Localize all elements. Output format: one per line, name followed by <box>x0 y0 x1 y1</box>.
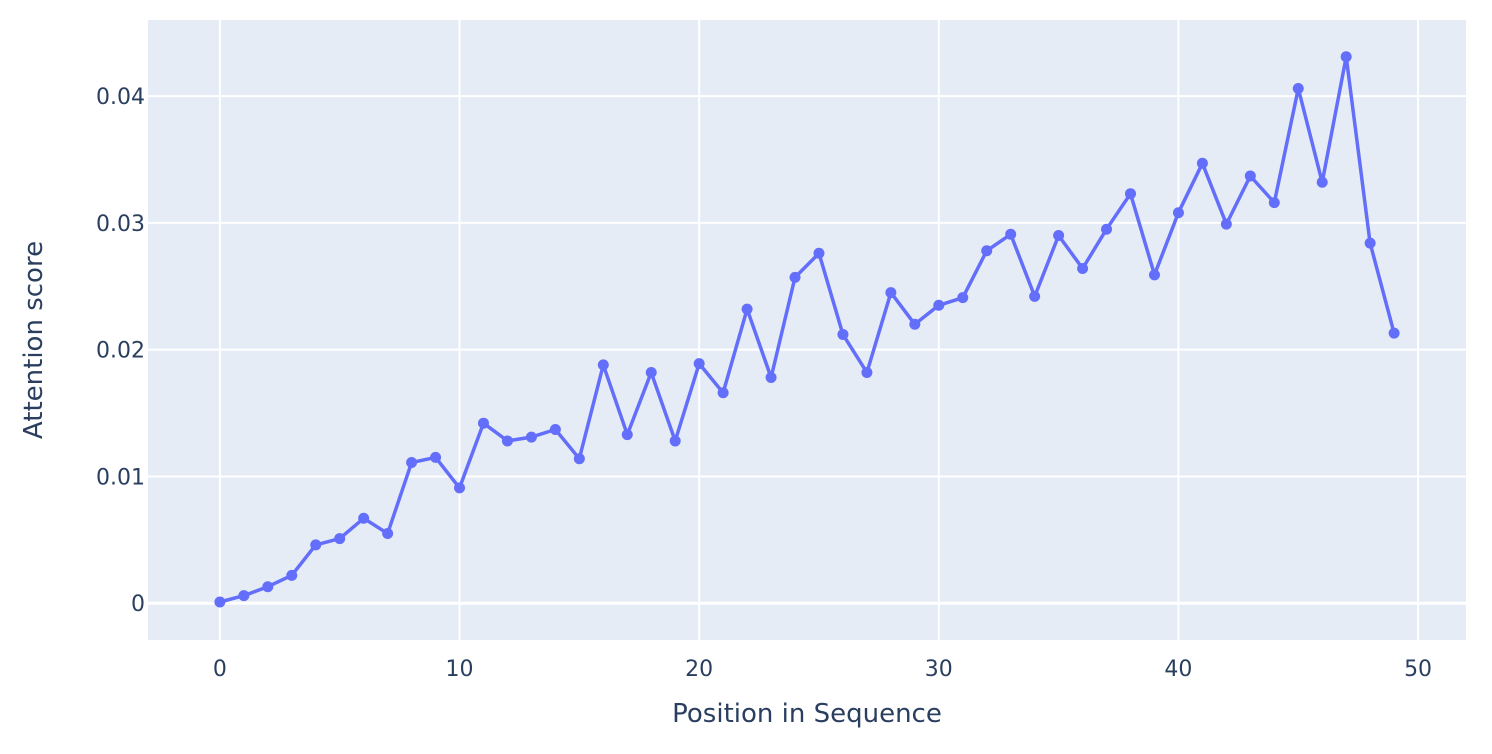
x-tick-label: 0 <box>213 657 227 682</box>
data-point[interactable] <box>1125 188 1137 200</box>
y-tick-label: 0.01 <box>96 465 145 490</box>
x-axis-title: Position in Sequence <box>672 699 942 729</box>
data-point[interactable] <box>1148 269 1160 281</box>
data-point[interactable] <box>981 245 993 257</box>
data-point[interactable] <box>957 292 969 304</box>
data-point[interactable] <box>741 303 753 315</box>
x-tick-labels: 0 10 20 30 40 50 <box>213 657 1432 682</box>
data-point[interactable] <box>454 482 466 494</box>
data-point[interactable] <box>406 456 418 468</box>
data-point[interactable] <box>1340 51 1352 63</box>
data-point[interactable] <box>573 453 585 465</box>
data-point[interactable] <box>1220 218 1232 230</box>
data-point[interactable] <box>1077 263 1089 275</box>
data-point[interactable] <box>358 512 370 524</box>
data-point[interactable] <box>549 424 561 436</box>
data-point[interactable] <box>837 328 849 340</box>
data-point[interactable] <box>669 435 681 447</box>
data-point[interactable] <box>1172 207 1184 219</box>
data-point[interactable] <box>525 431 537 443</box>
data-point[interactable] <box>933 299 945 311</box>
data-point[interactable] <box>861 366 873 378</box>
data-point[interactable] <box>789 271 801 283</box>
data-point[interactable] <box>286 569 298 581</box>
x-tick-label: 50 <box>1404 657 1432 682</box>
data-point[interactable] <box>238 590 250 602</box>
x-tick-label: 20 <box>685 657 713 682</box>
series-layer <box>214 51 1400 608</box>
data-point[interactable] <box>717 387 729 399</box>
data-point[interactable] <box>765 372 777 384</box>
data-point[interactable] <box>621 429 633 441</box>
x-gridlines <box>218 20 1420 640</box>
x-tick-label: 40 <box>1164 657 1192 682</box>
x-tick-label: 10 <box>446 657 474 682</box>
data-point[interactable] <box>693 358 705 370</box>
y-axis-title: Attention score <box>19 241 49 439</box>
data-point[interactable] <box>1053 230 1065 242</box>
data-point[interactable] <box>1244 170 1256 182</box>
y-tick-label: 0.02 <box>96 339 145 364</box>
plot-area <box>148 20 1466 640</box>
data-point[interactable] <box>813 247 825 259</box>
y-tick-label: 0.03 <box>96 212 145 237</box>
data-point[interactable] <box>262 581 274 593</box>
x-tick-label: 30 <box>925 657 953 682</box>
data-point[interactable] <box>597 359 609 371</box>
y-tick-label: 0.04 <box>96 85 145 110</box>
y-tick-labels: 0 0.01 0.02 0.03 0.04 <box>96 85 145 617</box>
data-point[interactable] <box>885 287 897 299</box>
data-point[interactable] <box>909 318 921 330</box>
data-point[interactable] <box>1005 228 1017 240</box>
data-point[interactable] <box>1196 157 1208 169</box>
data-point[interactable] <box>382 527 394 539</box>
data-point[interactable] <box>1316 176 1328 188</box>
data-point[interactable] <box>501 435 513 447</box>
data-point[interactable] <box>1268 197 1280 209</box>
y-tick-label: 0 <box>131 592 145 617</box>
data-point[interactable] <box>645 366 657 378</box>
data-point[interactable] <box>1029 290 1041 302</box>
data-point[interactable] <box>1101 223 1113 235</box>
data-point[interactable] <box>214 596 226 608</box>
y-gridlines <box>148 95 1466 605</box>
data-point[interactable] <box>430 451 442 463</box>
data-point[interactable] <box>1292 82 1304 94</box>
data-point[interactable] <box>1388 327 1400 339</box>
data-point[interactable] <box>477 417 489 429</box>
data-point[interactable] <box>310 539 322 551</box>
data-point[interactable] <box>334 533 346 545</box>
data-point[interactable] <box>1364 237 1376 249</box>
